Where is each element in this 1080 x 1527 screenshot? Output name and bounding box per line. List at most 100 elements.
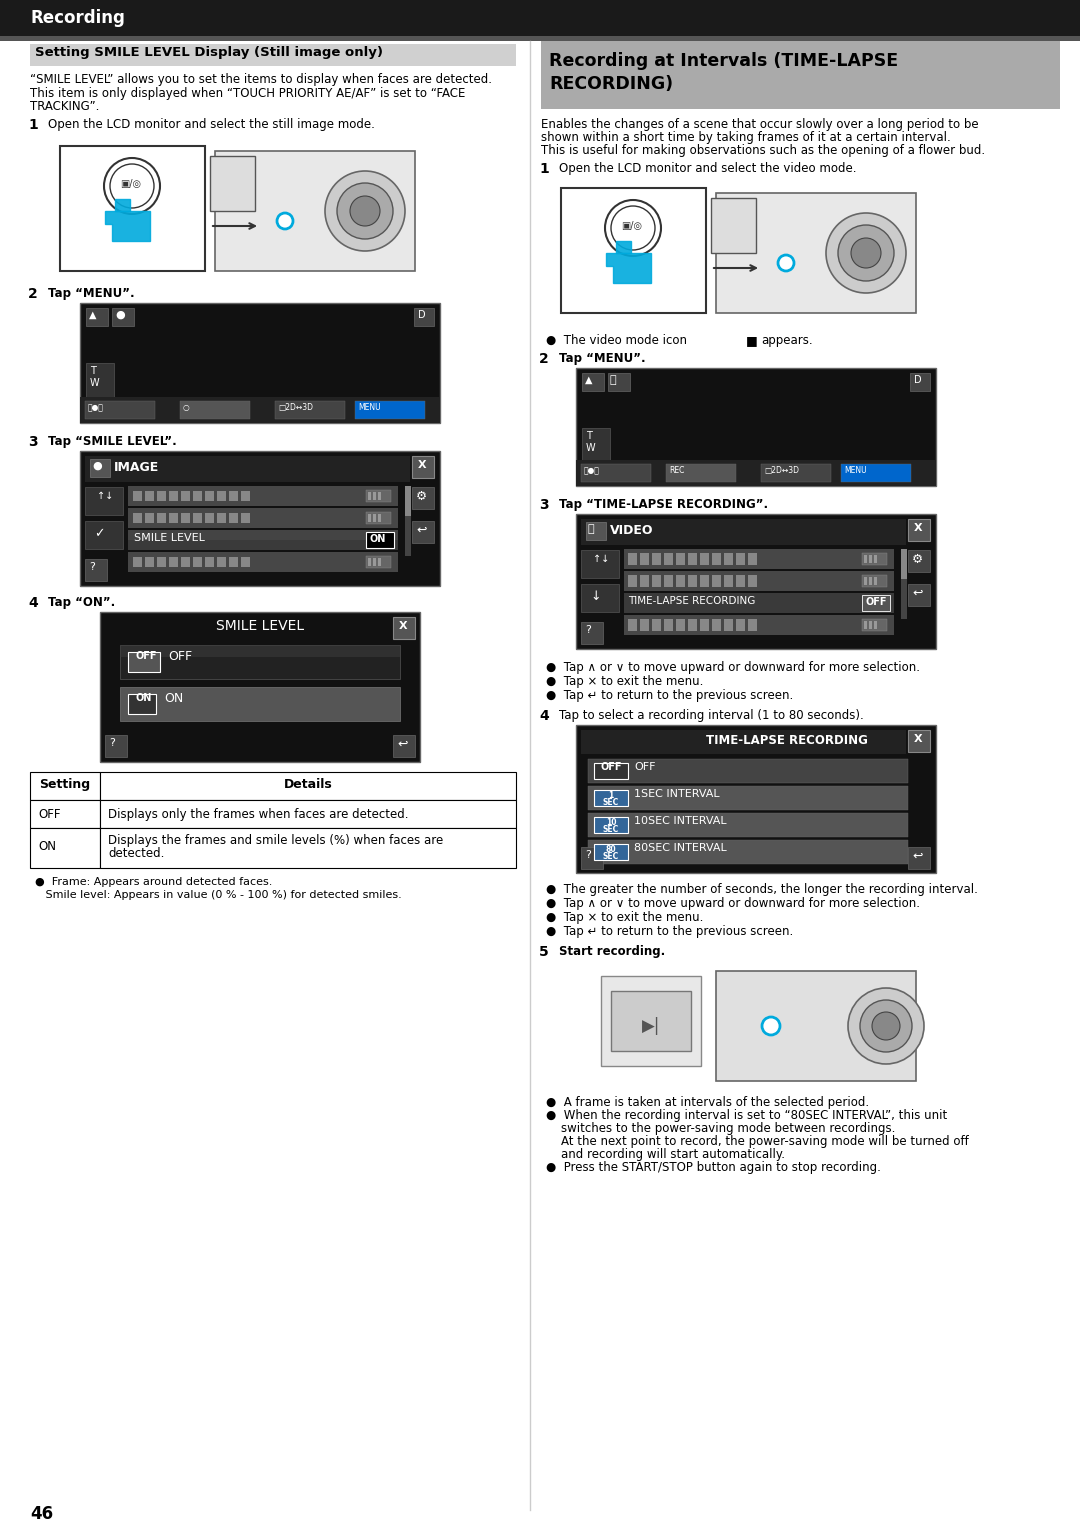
Bar <box>0 0 1080 37</box>
Bar <box>624 615 894 635</box>
Text: □2D↔3D: □2D↔3D <box>278 403 313 412</box>
Bar <box>908 847 930 869</box>
Bar <box>582 373 604 391</box>
Text: This is useful for making observations such as the opening of a flower bud.: This is useful for making observations s… <box>541 144 985 157</box>
Bar <box>581 583 619 612</box>
Bar <box>864 554 867 563</box>
Bar <box>735 553 745 565</box>
Text: ON: ON <box>38 840 56 854</box>
Text: ●  Tap × to exit the menu.: ● Tap × to exit the menu. <box>546 912 703 924</box>
Bar <box>373 492 376 499</box>
Bar <box>561 188 706 313</box>
Text: switches to the power-saving mode between recordings.: switches to the power-saving mode betwee… <box>546 1122 895 1135</box>
Bar <box>217 557 226 567</box>
Circle shape <box>851 238 881 269</box>
Bar <box>581 550 619 579</box>
Bar <box>874 577 877 585</box>
Bar <box>712 553 721 565</box>
Text: ▣/◎: ▣/◎ <box>120 179 141 189</box>
Bar <box>241 557 249 567</box>
Bar <box>576 368 936 486</box>
Text: ●: ● <box>114 310 125 321</box>
Bar <box>581 847 603 869</box>
Bar <box>676 576 685 586</box>
Text: ▲: ▲ <box>89 310 96 321</box>
Bar <box>594 817 627 834</box>
Bar <box>30 44 516 66</box>
Bar <box>241 513 249 524</box>
Bar <box>60 147 205 270</box>
Text: SEC: SEC <box>603 799 619 806</box>
Bar <box>85 457 410 483</box>
Bar <box>640 576 649 586</box>
Bar <box>193 557 202 567</box>
Text: W: W <box>90 379 99 388</box>
Text: 10SEC INTERVAL: 10SEC INTERVAL <box>634 815 727 826</box>
Bar <box>215 151 415 270</box>
Bar <box>181 492 190 501</box>
Bar <box>862 576 887 586</box>
Bar <box>129 508 399 528</box>
Bar <box>640 618 649 631</box>
Bar <box>700 576 708 586</box>
Text: 46: 46 <box>30 1506 53 1522</box>
Text: 📹: 📹 <box>588 524 595 534</box>
Text: 1: 1 <box>28 118 38 131</box>
Bar <box>874 621 877 629</box>
Bar <box>735 576 745 586</box>
Bar <box>627 576 637 586</box>
Text: T: T <box>90 366 96 376</box>
Bar <box>588 786 908 809</box>
Bar <box>841 464 912 483</box>
Bar <box>700 553 708 565</box>
Text: ●  Frame: Appears around detected faces.: ● Frame: Appears around detected faces. <box>35 876 272 887</box>
Text: REC: REC <box>669 466 685 475</box>
Text: X: X <box>914 734 922 744</box>
Bar <box>193 492 202 501</box>
Text: ✓: ✓ <box>94 527 105 541</box>
Text: ▣/◎: ▣/◎ <box>621 221 642 231</box>
Text: and recording will start automatically.: and recording will start automatically. <box>546 1148 785 1161</box>
Bar <box>716 971 916 1081</box>
Bar <box>581 464 651 483</box>
Bar <box>581 621 603 644</box>
Bar <box>640 553 649 565</box>
Text: Tap “ON”.: Tap “ON”. <box>48 596 116 609</box>
Text: “SMILE LEVEL” allows you to set the items to display when faces are detected.: “SMILE LEVEL” allows you to set the item… <box>30 73 492 86</box>
Text: Tap “SMILE LEVEL”.: Tap “SMILE LEVEL”. <box>48 435 177 447</box>
Text: Recording at Intervals (TIME-LAPSE: Recording at Intervals (TIME-LAPSE <box>549 52 899 70</box>
Text: ⏸●⏩: ⏸●⏩ <box>87 403 104 412</box>
Bar <box>627 618 637 631</box>
Bar <box>712 576 721 586</box>
Text: Details: Details <box>284 777 333 791</box>
Bar <box>378 492 381 499</box>
Bar <box>217 492 226 501</box>
Bar <box>864 621 867 629</box>
Text: ON: ON <box>369 534 386 544</box>
Bar <box>869 577 872 585</box>
Bar <box>624 571 894 591</box>
Bar <box>724 553 733 565</box>
Bar <box>576 515 936 649</box>
Bar <box>205 557 214 567</box>
Polygon shape <box>114 199 130 211</box>
Bar <box>129 530 399 550</box>
Bar <box>735 618 745 631</box>
Bar <box>368 515 372 522</box>
Bar <box>405 486 411 556</box>
Text: ↩: ↩ <box>912 586 922 600</box>
Text: 5: 5 <box>539 945 549 959</box>
Bar <box>129 486 399 505</box>
Text: ●  Press the START/STOP button again to stop recording.: ● Press the START/STOP button again to s… <box>546 1161 881 1174</box>
Bar <box>664 618 673 631</box>
Bar <box>210 156 255 211</box>
Text: IMAGE: IMAGE <box>114 461 159 473</box>
Text: 2: 2 <box>28 287 38 301</box>
Bar <box>80 450 440 586</box>
Text: ●  When the recording interval is set to “80SEC INTERVAL”, this unit: ● When the recording interval is set to … <box>546 1109 947 1122</box>
Polygon shape <box>606 253 651 282</box>
Text: 3: 3 <box>539 498 549 512</box>
Bar <box>80 397 440 423</box>
Bar <box>366 512 391 524</box>
Circle shape <box>276 212 293 229</box>
